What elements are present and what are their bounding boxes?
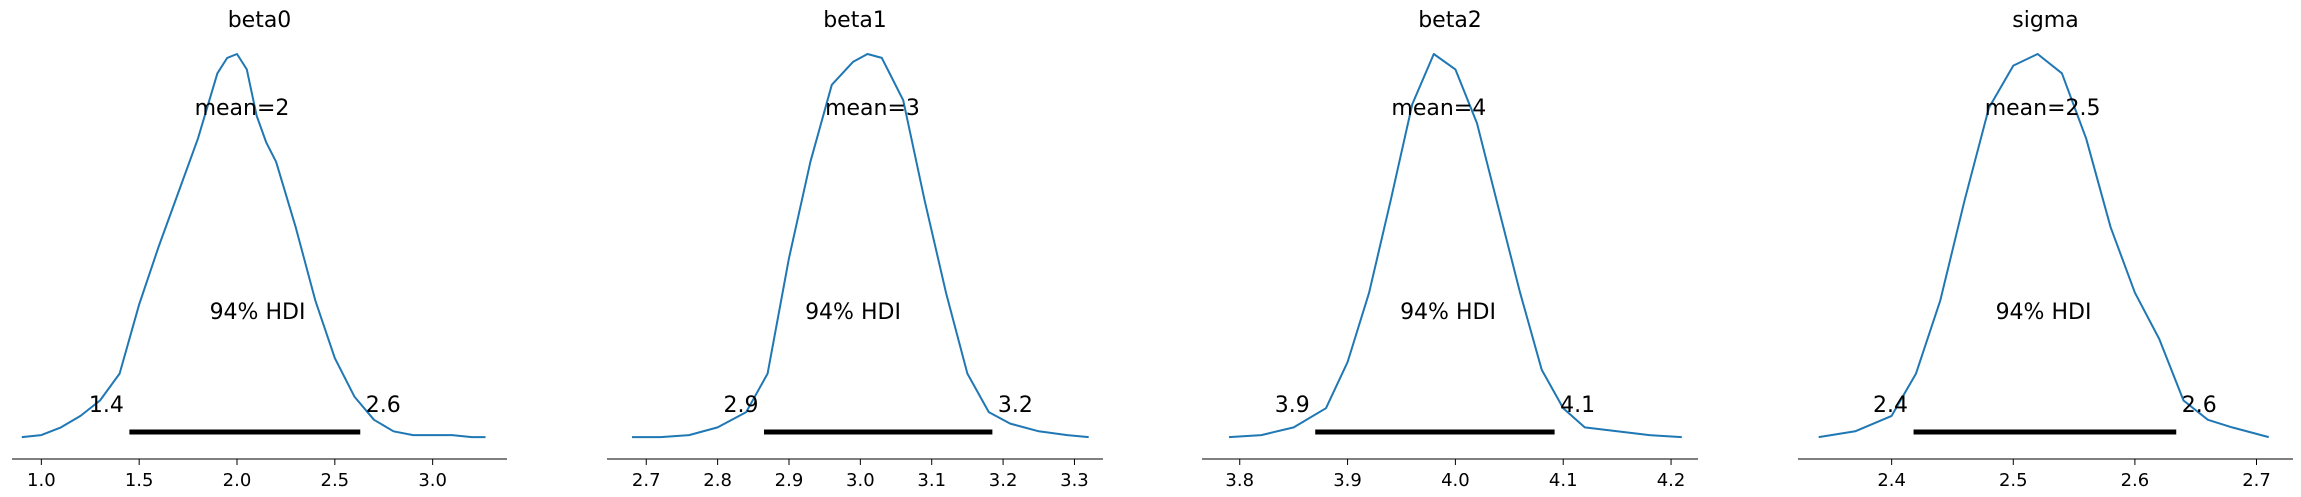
x-tick-label: 3.2: [989, 470, 1018, 491]
x-tick-label: 2.4: [1877, 470, 1906, 491]
x-tick-label: 2.0: [223, 470, 252, 491]
hdi-low-label: 3.9: [1275, 393, 1310, 418]
x-tick-label: 3.9: [1333, 470, 1362, 491]
x-tick-label: 2.9: [775, 470, 804, 491]
x-tick-label: 4.1: [1549, 470, 1578, 491]
panel-beta2: beta2 3.8 3.9 4.0 4.1 4.2 mean=4 94% HDI 3.9 4.1: [1202, 8, 1698, 491]
x-tick-label: 3.3: [1060, 470, 1089, 491]
x-tick-label: 3.0: [846, 470, 875, 491]
x-tick-label: 4.0: [1441, 470, 1470, 491]
x-tick-label: 3.0: [418, 470, 447, 491]
hdi-annotation: 94% HDI: [805, 300, 901, 325]
hdi-annotation: 94% HDI: [210, 300, 306, 325]
hdi-low-label: 1.4: [89, 393, 124, 418]
x-tick-label: 2.6: [2121, 470, 2150, 491]
mean-annotation: mean=4: [1391, 96, 1486, 121]
panel-beta1: beta1 2.7 2.8 2.9 3.0 3.1 3.2 3.3 mean=3 94% HDI 2…: [607, 8, 1103, 491]
mean-annotation: mean=2.5: [1985, 96, 2101, 121]
mean-annotation: mean=3: [825, 96, 920, 121]
hdi-high-label: 4.1: [1560, 393, 1595, 418]
density-curve: [632, 53, 1089, 439]
panel-title: beta0: [228, 8, 292, 33]
density-curve: [1818, 53, 2269, 439]
hdi-high-label: 3.2: [998, 393, 1033, 418]
x-tick-label: 2.7: [2242, 470, 2271, 491]
x-tick-label: 2.5: [321, 470, 350, 491]
x-tick-label: 2.7: [632, 470, 661, 491]
density-curve: [21, 53, 486, 439]
x-tick-label: 3.1: [917, 470, 946, 491]
x-tick-label: 3.8: [1225, 470, 1254, 491]
x-tick-label: 4.2: [1657, 470, 1686, 491]
density-curve: [1228, 53, 1682, 439]
panel-title: beta2: [1418, 8, 1482, 33]
x-tick-label: 1.5: [125, 470, 154, 491]
x-tick-label: 2.8: [703, 470, 732, 491]
x-tick-label: 2.5: [1999, 470, 2028, 491]
hdi-low-label: 2.4: [1873, 393, 1908, 418]
hdi-high-label: 2.6: [366, 393, 401, 418]
hdi-low-label: 2.9: [724, 393, 759, 418]
panel-title: sigma: [2012, 8, 2078, 33]
hdi-annotation: 94% HDI: [1996, 300, 2092, 325]
panel-sigma: sigma 2.4 2.5 2.6 2.7 mean=2.5 94% HDI 2.4 2.6: [1798, 8, 2293, 491]
panel-title: beta1: [823, 8, 887, 33]
hdi-annotation: 94% HDI: [1400, 300, 1496, 325]
panel-beta0: beta0 1.0 1.5 2.0 2.5 3.0 mean=2 94% HDI 1.4 2.6: [12, 8, 507, 491]
x-tick-label: 1.0: [27, 470, 56, 491]
hdi-high-label: 2.6: [2182, 393, 2217, 418]
mean-annotation: mean=2: [195, 96, 290, 121]
